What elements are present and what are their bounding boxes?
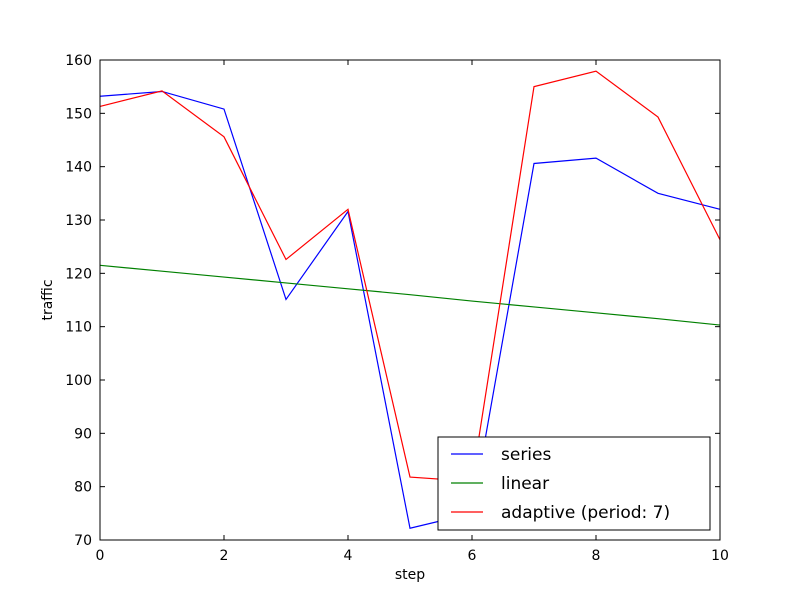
x-axis-label: step (395, 567, 425, 583)
y-axis-label: traffic (40, 279, 56, 320)
x-tick-label: 4 (344, 548, 353, 564)
series-line-linear (99, 264, 721, 326)
x-tick-label: 8 (592, 548, 601, 564)
series-layer (99, 70, 721, 530)
y-tick-label: 90 (74, 426, 92, 442)
y-tick-label: 140 (65, 160, 92, 176)
x-tick-label: 0 (96, 548, 105, 564)
legend-label-series: series (501, 445, 551, 465)
y-tick-label: 80 (74, 480, 92, 496)
x-tick-label: 2 (220, 548, 229, 564)
y-tick-label: 100 (65, 373, 92, 389)
y-tick-label: 110 (65, 320, 92, 336)
legend-box (437, 436, 711, 531)
series-line-series (99, 90, 721, 530)
y-tick-label: 70 (74, 533, 92, 549)
y-tick-label: 160 (65, 53, 92, 69)
y-tick-label: 130 (65, 213, 92, 229)
legend-label-adaptive-period-7: adaptive (period: 7) (501, 503, 670, 523)
x-tick-label: 6 (468, 548, 477, 564)
legend: series linear adaptive (period: 7) (437, 436, 711, 531)
y-tick-label: 120 (65, 266, 92, 282)
legend-label-linear: linear (501, 474, 549, 494)
series-line-adaptive-period-7 (99, 70, 721, 482)
plot-frame (99, 59, 721, 541)
ticks-layer: 0 2 4 6 8 10 70 80 90 100 110 120 130 140 150 160 (65, 53, 729, 564)
y-tick-label: 150 (65, 106, 92, 122)
x-tick-label: 10 (711, 548, 729, 564)
